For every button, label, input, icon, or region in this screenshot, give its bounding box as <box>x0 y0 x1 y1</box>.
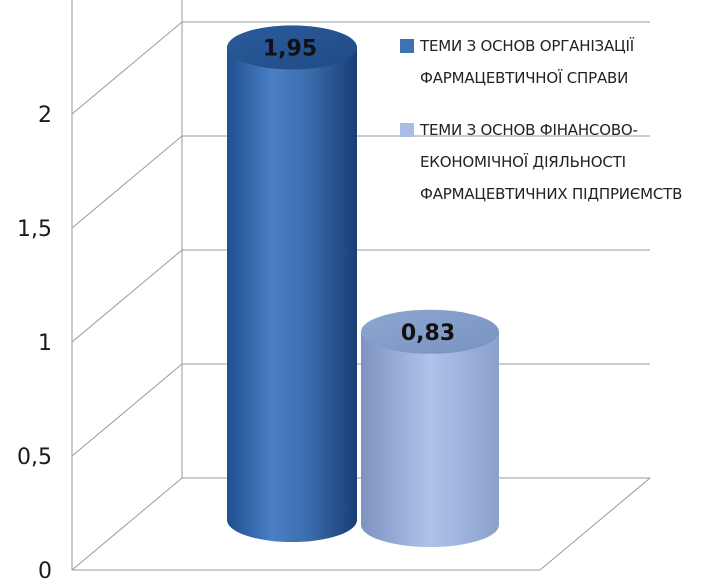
legend-label-line: ФАРМАЦЕВТИЧНИХ ПІДПРИЄМСТВ <box>420 185 683 203</box>
gridline-diagonal <box>71 21 183 115</box>
legend-label-line: ЕКОНОМІЧНОЇ ДІЯЛЬНОСТІ <box>420 153 626 171</box>
y-tick-label: 2 <box>38 103 52 128</box>
y-tick-label: 1,5 <box>17 217 52 242</box>
legend-swatch-series-1 <box>400 39 414 53</box>
legend-label-series-1: ТЕМИ З ОСНОВ ОРГАНІЗАЦІЇ ФАРМАЦЕВТИЧНОЇ … <box>420 30 634 94</box>
data-label: 1,95 <box>263 36 317 61</box>
y-tick-label: 0,5 <box>17 445 52 470</box>
y-tick-label: 1 <box>38 331 52 356</box>
gridline-diagonal <box>71 363 183 457</box>
legend-label-series-2: ТЕМИ З ОСНОВ ФІНАНСОВО- ЕКОНОМІЧНОЇ ДІЯЛ… <box>420 114 682 210</box>
legend: ТЕМИ З ОСНОВ ОРГАНІЗАЦІЇ ФАРМАЦЕВТИЧНОЇ … <box>400 30 720 230</box>
legend-item-series-1: ТЕМИ З ОСНОВ ОРГАНІЗАЦІЇ ФАРМАЦЕВТИЧНОЇ … <box>400 30 720 94</box>
gridline-diagonal <box>71 249 183 343</box>
bar-series-2 <box>361 309 499 547</box>
data-label: 0,83 <box>401 321 455 346</box>
y-tick-label: 0 <box>38 559 52 580</box>
legend-label-line: ТЕМИ З ОСНОВ ОРГАНІЗАЦІЇ <box>420 37 634 55</box>
legend-label-line: ФАРМАЦЕВТИЧНОЇ СПРАВИ <box>420 69 629 87</box>
gridline-diagonal <box>71 477 183 571</box>
bar-cap <box>227 25 357 70</box>
bar-body <box>227 47 357 543</box>
legend-swatch-series-2 <box>400 123 414 137</box>
legend-item-series-2: ТЕМИ З ОСНОВ ФІНАНСОВО- ЕКОНОМІЧНОЇ ДІЯЛ… <box>400 114 720 210</box>
bar-body <box>361 331 499 547</box>
legend-label-line: ТЕМИ З ОСНОВ ФІНАНСОВО- <box>420 121 638 139</box>
floor-right-edge <box>539 477 651 571</box>
gridline-diagonal <box>71 135 183 229</box>
bar-cap <box>361 309 499 354</box>
bar-series-1 <box>227 25 357 543</box>
